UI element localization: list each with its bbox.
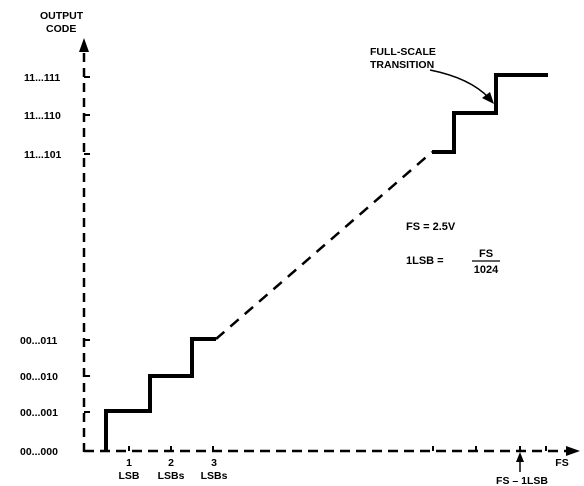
- annotation-line-2: TRANSITION: [370, 59, 434, 71]
- y-code-label: 11...110: [24, 110, 61, 122]
- annotation-line-1: FULL-SCALE: [370, 46, 436, 58]
- x-label-unit: LSB: [119, 470, 140, 482]
- y-axis-arrowhead: [79, 38, 89, 52]
- fs-minus-1lsb-label: FS – 1LSB: [496, 475, 548, 486]
- y-code-label: 00...010: [20, 371, 58, 383]
- full-scale-transition-arrow: [429, 69, 490, 99]
- lower-staircase-line: [104, 337, 216, 451]
- dashed-transfer-line: [215, 151, 433, 340]
- fs-value-note: FS = 2.5V: [406, 221, 456, 233]
- x-label-unit: LSBs: [158, 470, 185, 482]
- x-ticks: [128, 446, 547, 451]
- x-label-number: 3: [211, 457, 217, 469]
- x-label-unit: LSBs: [201, 470, 228, 482]
- x-label-number: 1: [126, 457, 132, 469]
- lsb-equation-prefix: 1LSB =: [406, 255, 444, 267]
- y-code-label: 00...011: [20, 335, 58, 347]
- x-axis-label: FS: [555, 457, 568, 469]
- fs-minus-1lsb-arrowhead: [516, 452, 524, 462]
- upper-staircase-line: [432, 73, 548, 154]
- y-code-label: 11...111: [24, 72, 60, 84]
- y-axis-title-line-2: CODE: [46, 23, 76, 35]
- y-code-label: 00...001: [20, 407, 58, 419]
- y-code-label: 00...000: [20, 446, 58, 458]
- x-label-number: 2: [168, 457, 174, 469]
- y-ticks: [84, 76, 90, 413]
- y-code-label: 11...101: [24, 149, 62, 161]
- y-axis-title-line-1: OUTPUT: [40, 10, 84, 22]
- lsb-equation-denominator: 1024: [474, 264, 499, 276]
- full-scale-transition-arrowhead: [482, 92, 494, 104]
- x-axis-arrowhead: [566, 446, 580, 456]
- lsb-equation-numerator: FS: [479, 248, 493, 260]
